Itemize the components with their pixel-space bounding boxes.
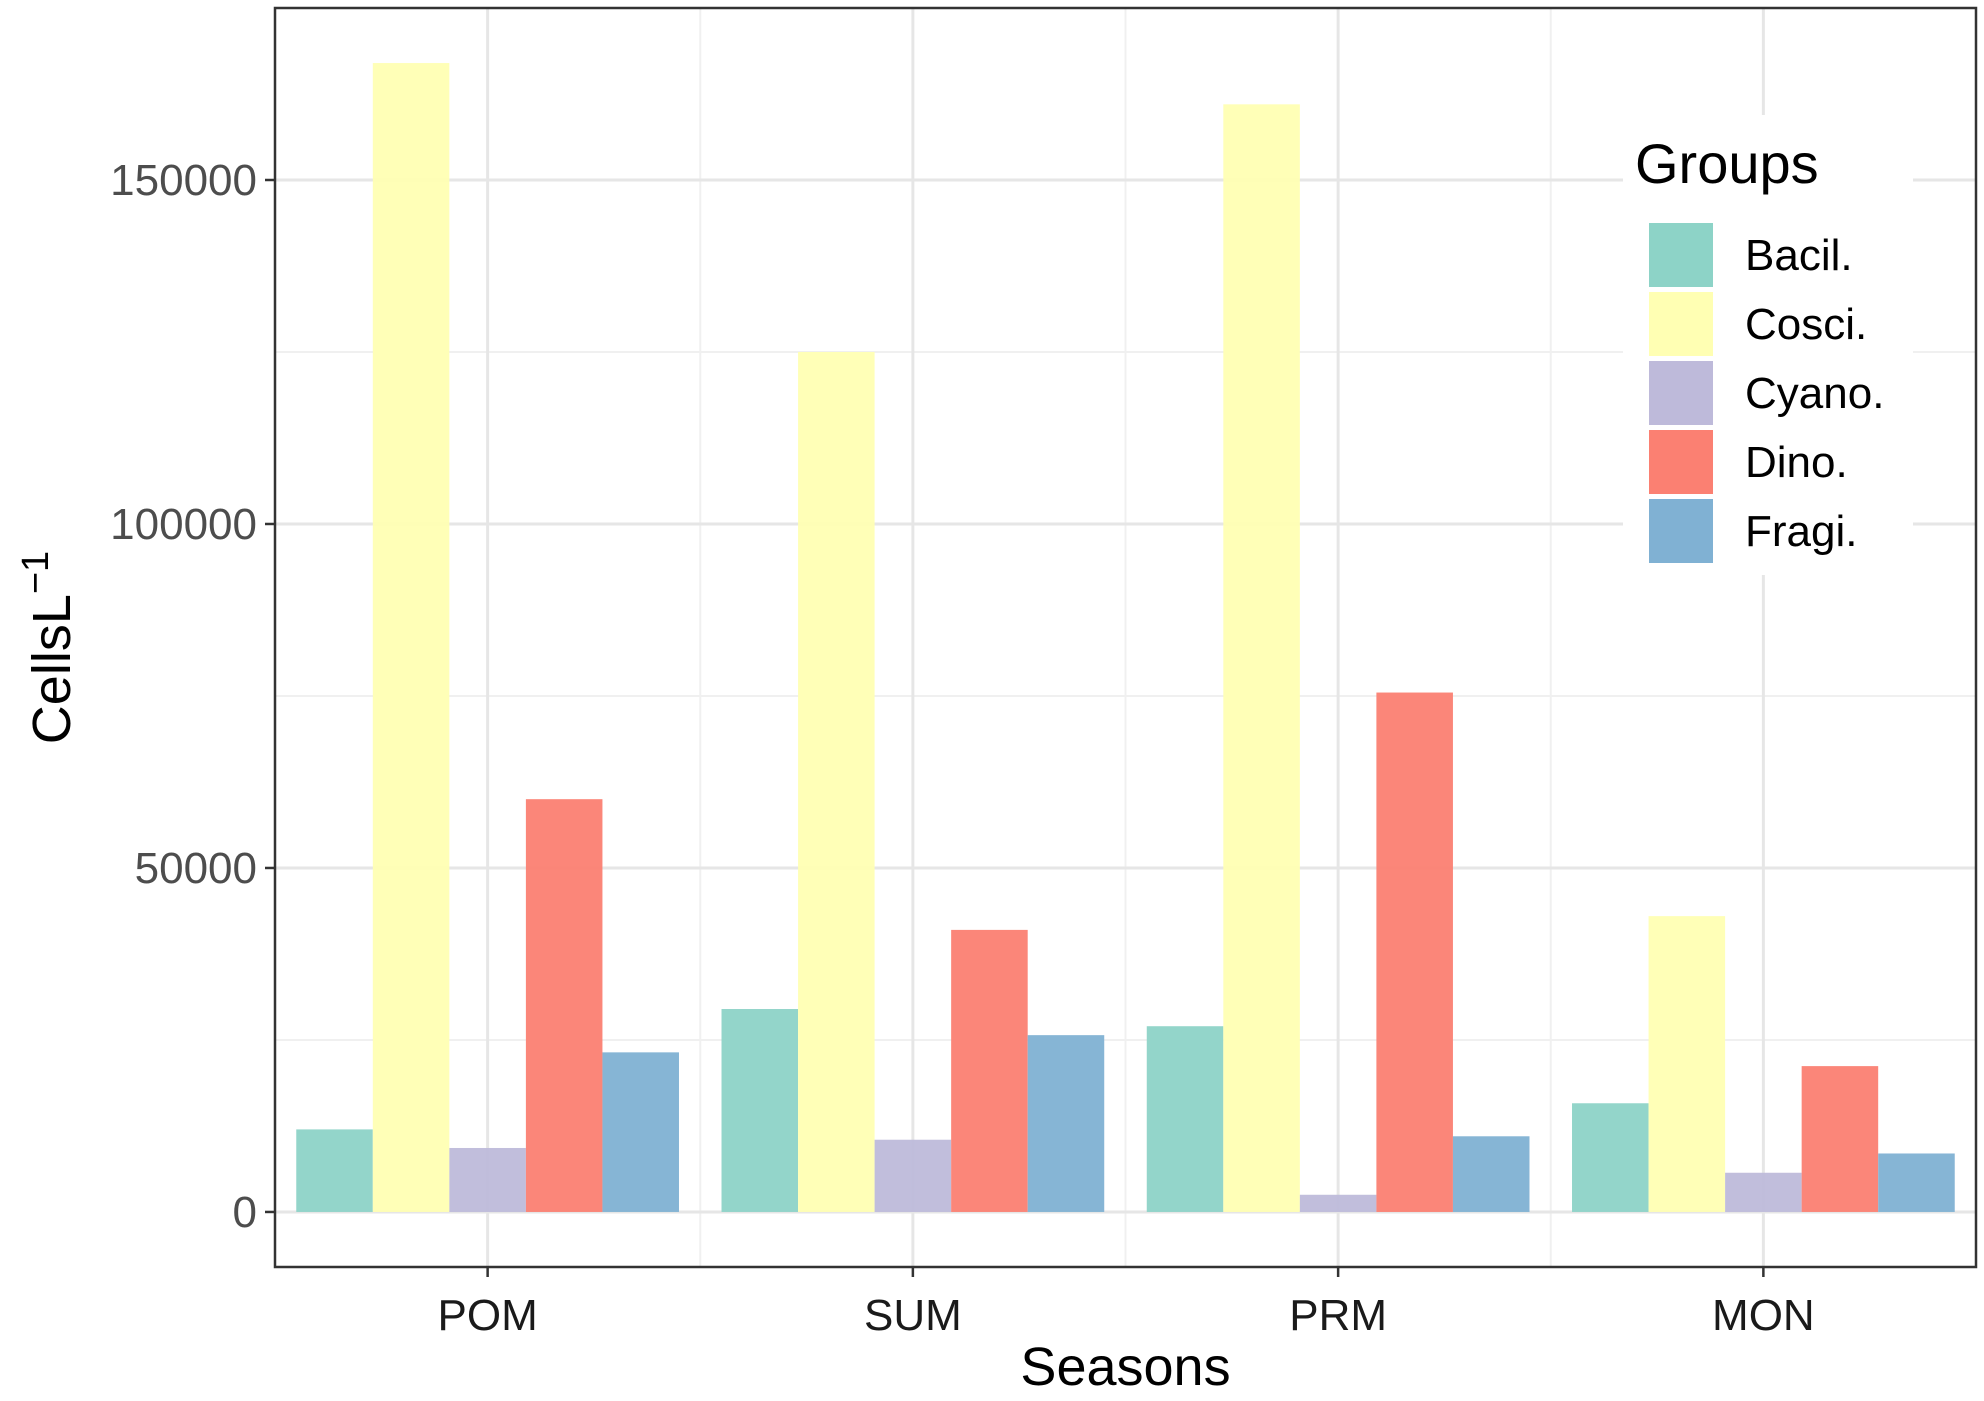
x-axis-title: Seasons [1020, 1337, 1230, 1397]
bar-prm-dino [1376, 692, 1453, 1212]
y-tick-label: 150000 [110, 156, 257, 205]
bar-prm-cosci [1223, 104, 1300, 1212]
bar-mon-fragi [1878, 1153, 1955, 1212]
legend-label: Cyano. [1745, 369, 1884, 418]
bar-mon-dino [1801, 1066, 1879, 1212]
legend-key-cosci [1649, 292, 1713, 356]
legend-key-dino [1649, 430, 1713, 494]
legend-title: Groups [1635, 132, 1819, 195]
bar-sum-bacil [721, 1009, 799, 1212]
legend-key-fragi [1649, 499, 1713, 563]
bar-mon-bacil [1572, 1103, 1649, 1212]
x-tick-label: PRM [1289, 1291, 1387, 1340]
y-axis-title: CellsL−1 [15, 551, 82, 744]
legend-label: Dino. [1745, 438, 1848, 487]
plot-border [273, 6, 1978, 1269]
y-tick-label: 0 [233, 1188, 257, 1237]
bar-prm-bacil [1146, 1026, 1224, 1212]
bar-prm-cyano [1299, 1194, 1377, 1212]
bar-sum-cosci [798, 351, 875, 1212]
y-axis-title-main: CellsL [22, 594, 82, 744]
y-axis-title-superscript: −1 [15, 551, 57, 594]
bars [296, 63, 1955, 1212]
legend-label: Cosci. [1745, 300, 1867, 349]
bar-pom-cyano [449, 1147, 526, 1212]
y-tick-label: 50000 [135, 844, 257, 893]
bar-mon-cosci [1648, 916, 1726, 1212]
bar-pom-dino [525, 799, 603, 1212]
bar-sum-cyano [874, 1139, 952, 1212]
bar-prm-fragi [1452, 1136, 1530, 1212]
y-tick-label: 100000 [110, 500, 257, 549]
legend-key-bacil [1649, 223, 1713, 287]
x-axis-ticks: POM SUM PRM MON [438, 1267, 1815, 1340]
bar-sum-fragi [1027, 1035, 1105, 1212]
bar-sum-dino [951, 929, 1028, 1212]
legend-label: Bacil. [1745, 231, 1853, 280]
x-tick-label: POM [438, 1291, 538, 1340]
x-tick-label: MON [1712, 1291, 1815, 1340]
legend: Groups Bacil. Cosci. Cyano. Dino. Fragi. [1623, 115, 1913, 575]
bar-pom-cosci [372, 63, 450, 1212]
legend-label: Fragi. [1745, 507, 1857, 556]
x-tick-label: SUM [864, 1291, 962, 1340]
y-axis-ticks: 0 50000 100000 150000 [110, 156, 275, 1237]
bar-pom-bacil [296, 1129, 373, 1212]
legend-key-cyano [1649, 361, 1713, 425]
bar-mon-cyano [1725, 1172, 1802, 1212]
bar-pom-fragi [602, 1052, 679, 1212]
